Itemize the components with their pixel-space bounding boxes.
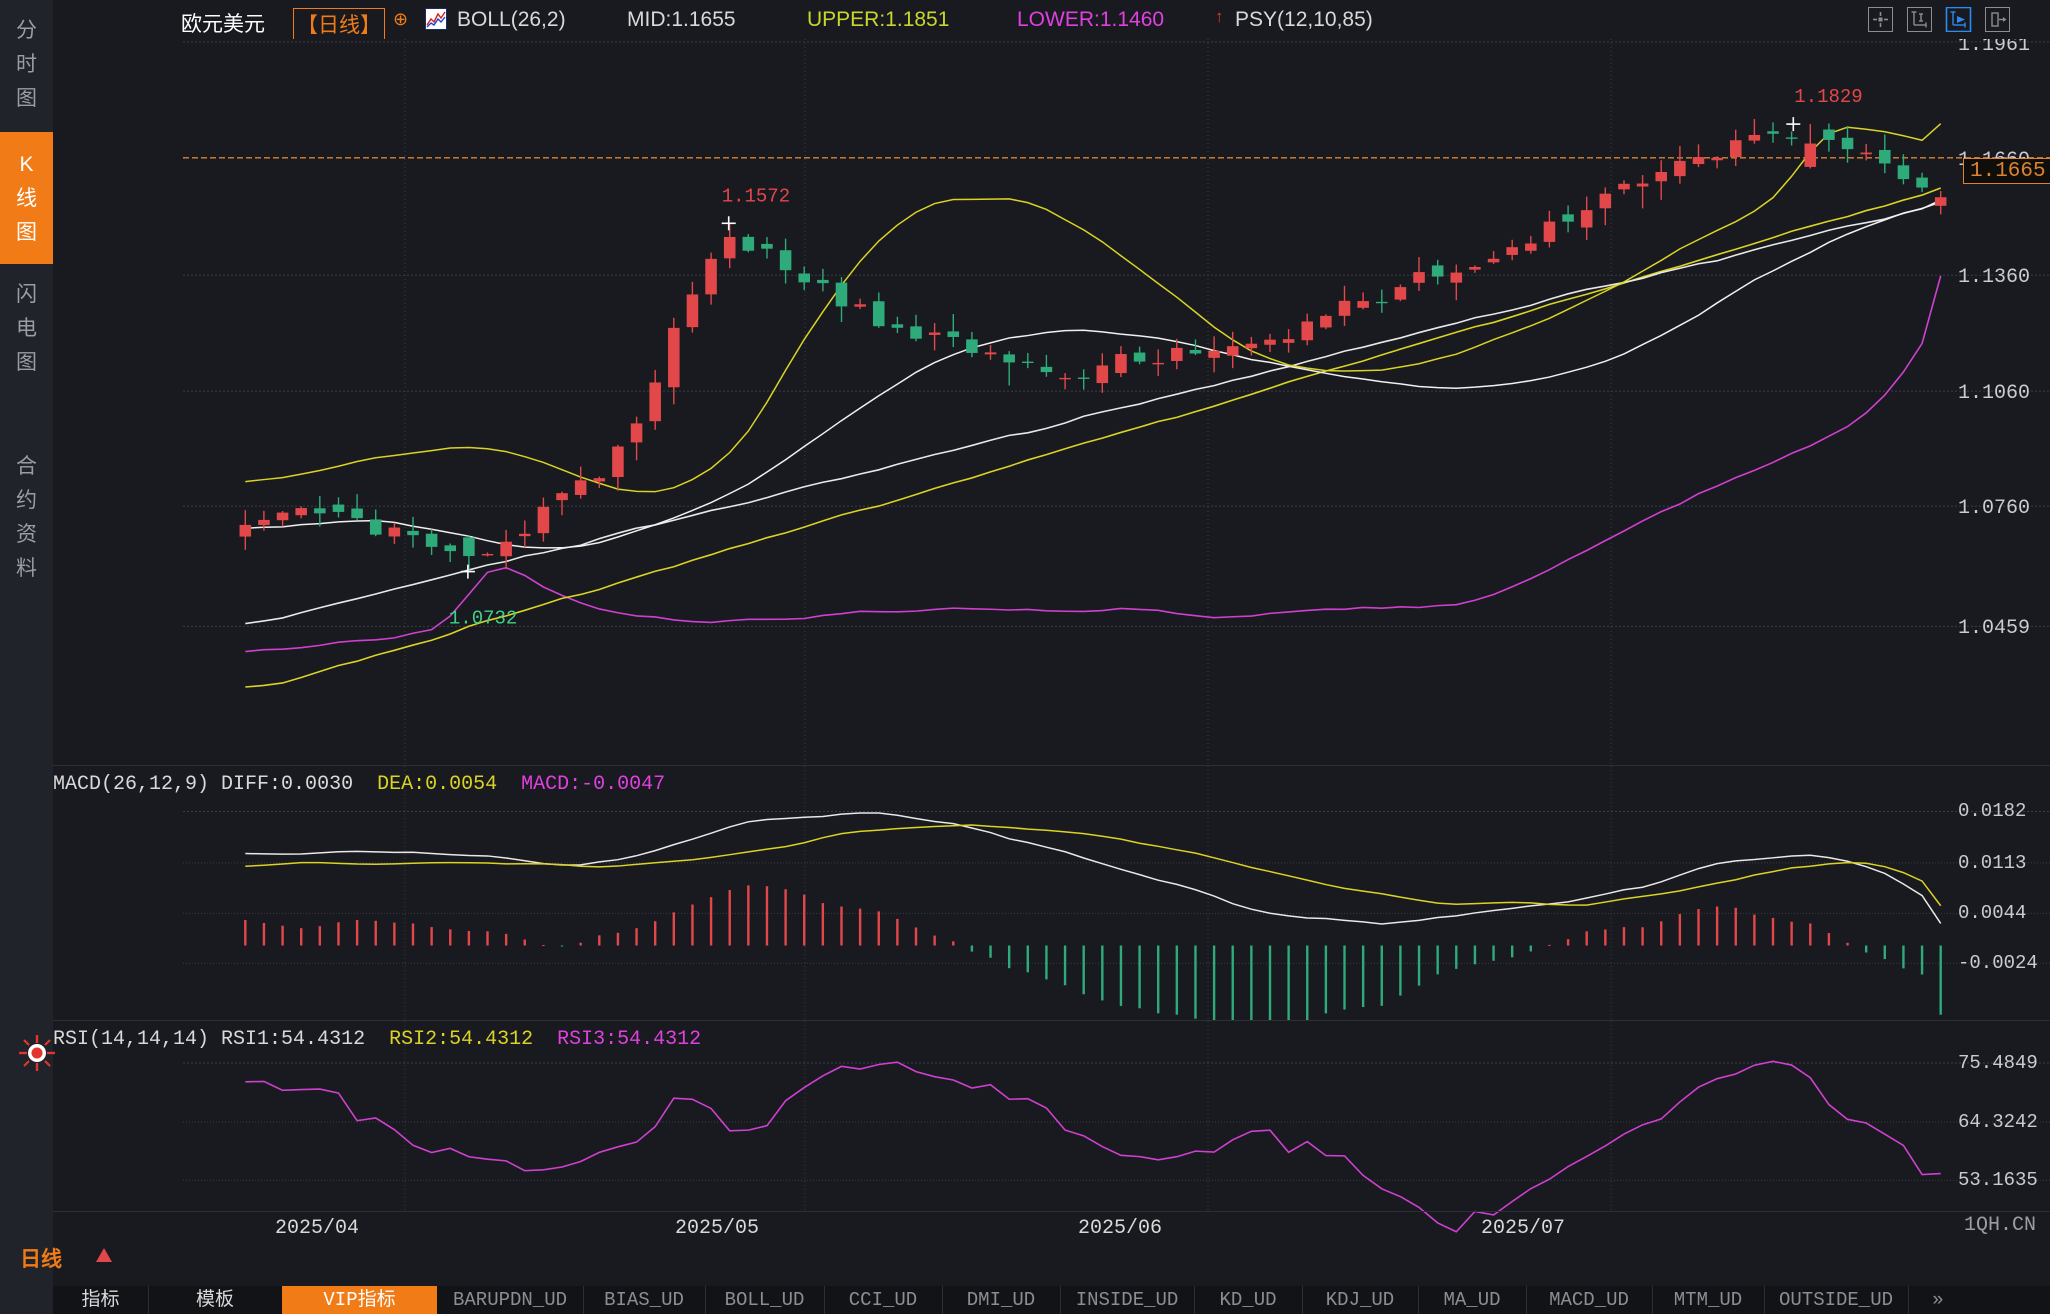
svg-text:1.1829: 1.1829 — [1794, 86, 1862, 108]
svg-text:1.1572: 1.1572 — [722, 185, 790, 207]
svg-text:1.0732: 1.0732 — [449, 608, 517, 630]
